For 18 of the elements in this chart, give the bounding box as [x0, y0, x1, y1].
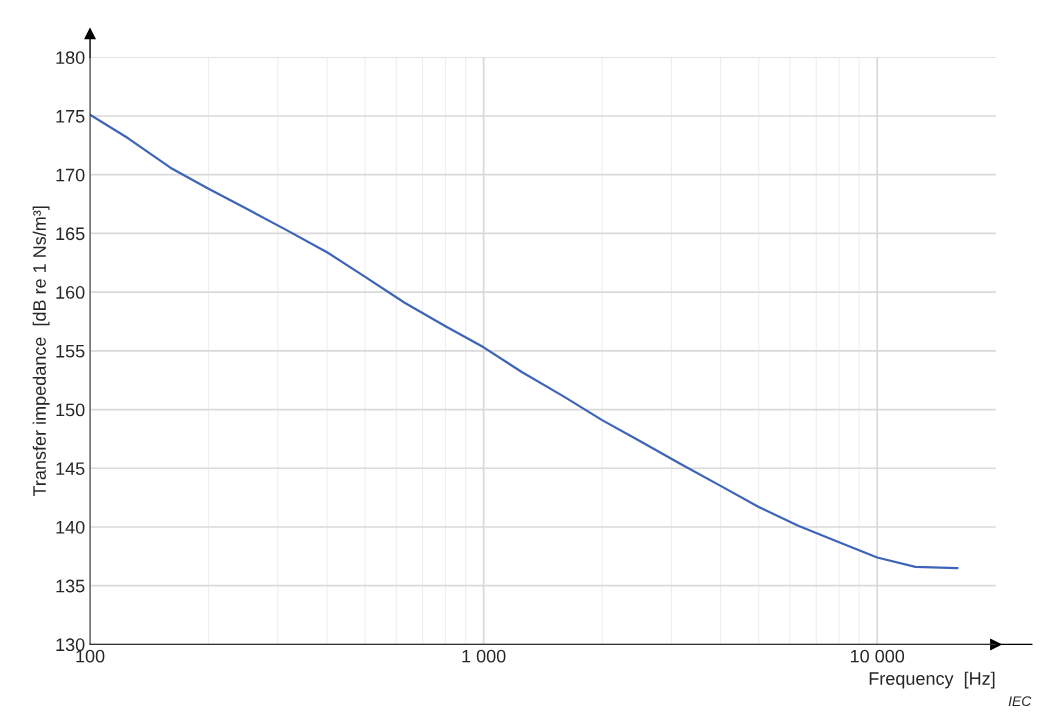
y-tick-label: 135 — [56, 579, 85, 593]
y-tick-label: 175 — [56, 110, 85, 123]
y-tick-label: 150 — [56, 403, 85, 417]
y-tick-label: 155 — [56, 344, 85, 358]
y-tick-label: 160 — [56, 286, 85, 299]
x-tick-label: 10 000 — [850, 649, 905, 663]
y-tick-label: 165 — [56, 227, 85, 241]
y-tick-label: 180 — [56, 51, 85, 64]
y-axis-title: Transfer impedance [dB re 1 Ns/m³] — [32, 206, 50, 497]
x-tick-label: 100 — [76, 649, 105, 663]
y-tick-label: 145 — [56, 462, 85, 475]
y-tick-label: 140 — [56, 520, 85, 534]
line-series — [90, 113, 959, 570]
y-tick-label: 170 — [56, 168, 85, 182]
x-tick-label: 1 000 — [462, 649, 506, 663]
text: IEC — [1008, 696, 1032, 707]
y-tick-label: 130 — [56, 638, 85, 652]
x-axis-title: Frequency [Hz] — [869, 671, 995, 689]
